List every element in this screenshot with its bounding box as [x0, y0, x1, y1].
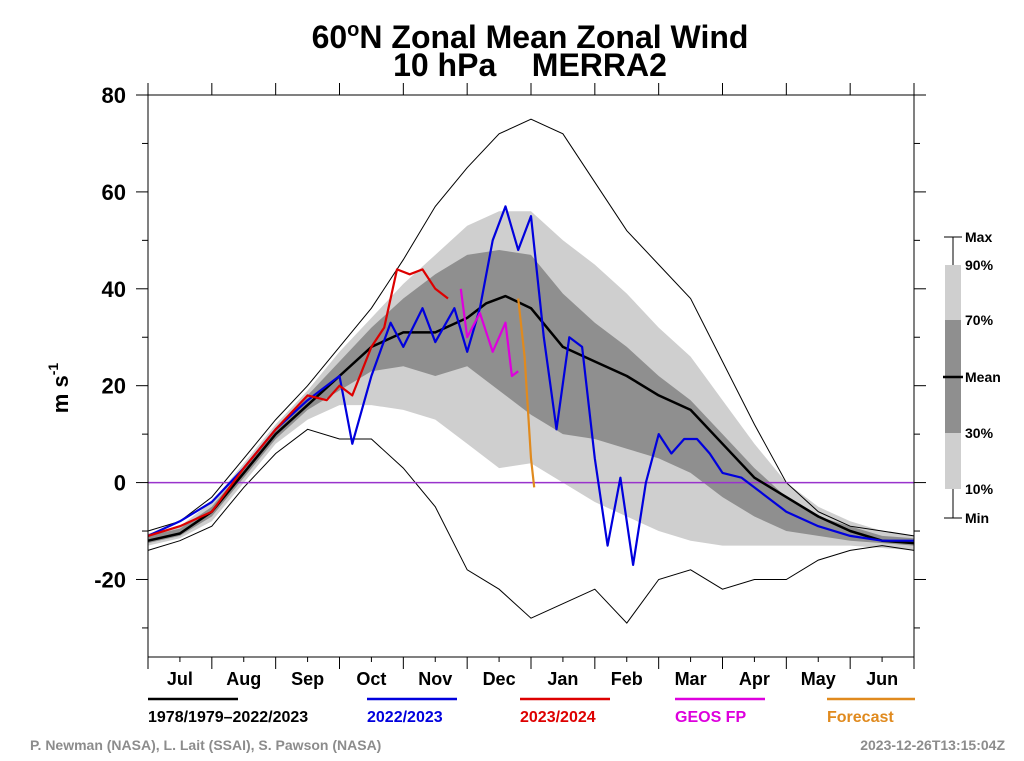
series-line-2 — [147, 268, 449, 537]
x-tick-label: Jan — [547, 669, 578, 689]
band-key: Max 90% 70% Mean 30% 10% Min — [943, 229, 1001, 526]
key-label-p10: 10% — [965, 481, 994, 497]
legend-label-3: GEOS FP — [675, 709, 746, 726]
key-label-max: Max — [965, 229, 992, 245]
y-tick-label: 20 — [102, 374, 126, 399]
x-tick-label: Apr — [739, 669, 770, 689]
key-label-min: Min — [965, 510, 989, 526]
data-series — [147, 205, 915, 567]
percentile-bands — [148, 211, 914, 551]
credits-text: P. Newman (NASA), L. Lait (SSAI), S. Paw… — [30, 737, 381, 753]
series-line-4 — [517, 298, 536, 488]
x-tick-label: Feb — [611, 669, 643, 689]
y-tick-label: 40 — [102, 277, 126, 302]
key-band-70-90 — [945, 265, 961, 320]
legend: 1978/1979–2022/2023 2022/2023 2023/2024 GEO… — [148, 697, 915, 726]
series-line-3 — [459, 288, 519, 378]
x-tick-label: Dec — [483, 669, 516, 689]
legend-label-1: 2022/2023 — [367, 709, 443, 726]
chart-subtitle: 10 hPa MERRA2 — [393, 47, 667, 83]
key-label-p70: 70% — [965, 312, 994, 328]
min-line — [147, 428, 915, 624]
y-axis-label: m s-1 — [45, 363, 73, 414]
timestamp-text: 2023-12-26T13:15:04Z — [860, 737, 1005, 753]
y-tick-label: -20 — [94, 567, 126, 592]
y-tick-label: 0 — [114, 471, 126, 496]
legend-label-2: 2023/2024 — [520, 709, 596, 726]
x-tick-label: Sep — [291, 669, 324, 689]
x-tick-label: Mar — [675, 669, 707, 689]
x-tick-label: Aug — [226, 669, 261, 689]
legend-label-4: Forecast — [827, 709, 894, 726]
x-tick-label: May — [801, 669, 836, 689]
x-tick-label: Jun — [866, 669, 898, 689]
key-label-p90: 90% — [965, 257, 994, 273]
axes: -20 0 20 40 60 80 Jul Aug Sep Oct Nov Dec Jan Feb Mar A… — [94, 83, 926, 689]
key-label-mean: Mean — [965, 369, 1001, 385]
x-tick-label: Nov — [418, 669, 452, 689]
series-line-1 — [147, 205, 914, 567]
key-band-10-30 — [945, 433, 961, 489]
y-tick-label: 60 — [102, 180, 126, 205]
chart-title: 60oN Zonal Mean Zonal Wind — [312, 19, 749, 55]
legend-label-0: 1978/1979–2022/2023 — [148, 709, 308, 726]
x-tick-label: Jul — [167, 669, 193, 689]
key-label-p30: 30% — [965, 425, 994, 441]
x-tick-label: Oct — [356, 669, 386, 689]
y-tick-label: 80 — [102, 83, 126, 108]
